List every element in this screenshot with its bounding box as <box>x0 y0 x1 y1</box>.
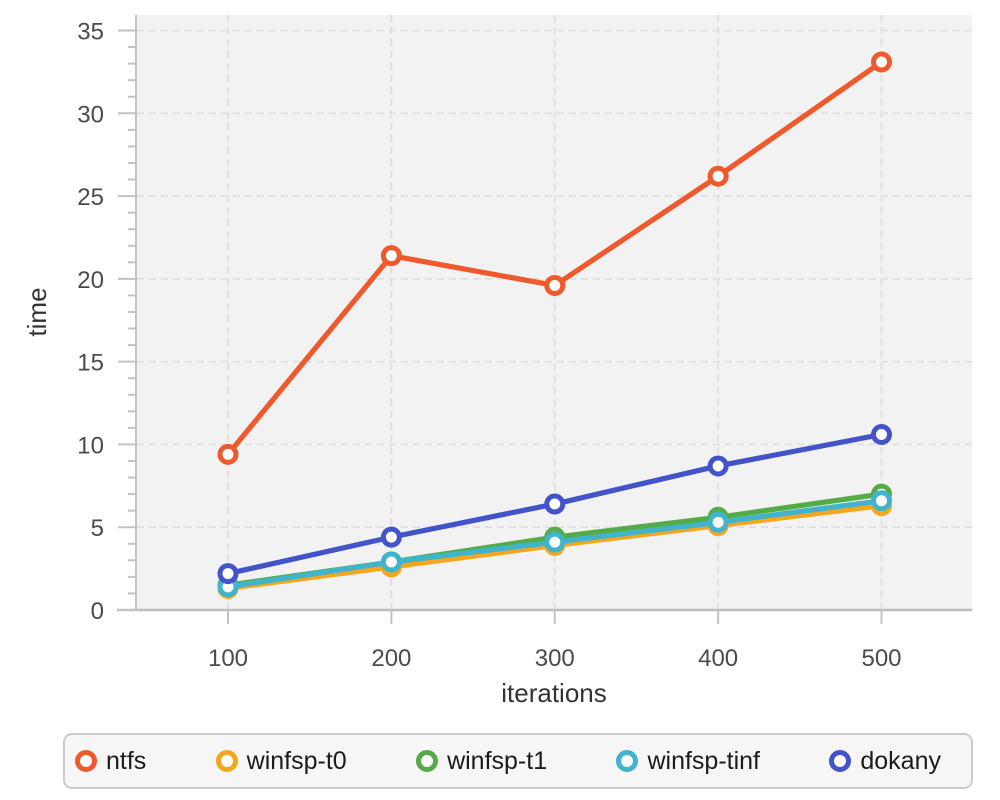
legend-marker-winfsp-tinf <box>616 750 639 772</box>
legend-item-dokany: dokany <box>829 746 941 775</box>
y-tick-label: 35 <box>77 19 104 46</box>
legend-item-winfsp-t1: winfsp-t1 <box>416 746 548 775</box>
y-tick-label: 0 <box>91 598 104 625</box>
legend-item-winfsp-t0: winfsp-t0 <box>215 746 347 775</box>
legend-item-winfsp-tinf: winfsp-tinf <box>616 746 761 775</box>
tick-labels: 0 5 10 15 20 25 30 35 100 200 300 400 500 <box>77 19 901 672</box>
axes <box>117 15 972 624</box>
legend-item-ntfs: ntfs <box>75 746 147 775</box>
legend-label: winfsp-tinf <box>647 746 761 775</box>
legend-marker-ntfs <box>75 750 97 772</box>
x-axis-title: iterations <box>501 678 607 708</box>
series-marker-winfsp-tinf <box>707 511 729 533</box>
y-axis-title: time <box>22 287 52 336</box>
y-tick-label: 20 <box>77 267 104 294</box>
series-marker-winfsp-tinf <box>544 531 566 553</box>
legend-marker-winfsp-t0 <box>215 750 238 772</box>
series-marker-dokany <box>707 455 729 477</box>
line-chart: 0 5 10 15 20 25 30 35 100 200 300 400 500 time itera… <box>22 15 972 708</box>
series-marker-ntfs <box>217 443 239 465</box>
y-tick-label: 25 <box>77 184 104 211</box>
x-tick-label: 300 <box>535 645 575 672</box>
x-tick-label: 500 <box>861 645 901 672</box>
series-marker-dokany <box>871 423 892 445</box>
series-marker-winfsp-tinf <box>871 490 892 512</box>
y-tick-label: 15 <box>77 350 104 377</box>
series-layer <box>217 51 892 599</box>
y-tick-label: 5 <box>91 515 104 542</box>
legend-label: dokany <box>860 746 941 775</box>
y-tick-label: 10 <box>77 432 104 459</box>
series-marker-dokany <box>544 493 566 515</box>
series-marker-ntfs <box>871 51 892 73</box>
y-tick-label: 30 <box>77 101 104 128</box>
series-marker-dokany <box>380 526 402 548</box>
x-tick-label: 200 <box>371 645 411 672</box>
series-marker-winfsp-tinf <box>380 551 402 573</box>
legend-label: winfsp-t1 <box>447 746 548 775</box>
legend-label: ntfs <box>106 746 147 775</box>
x-tick-label: 100 <box>208 645 248 672</box>
series-marker-ntfs <box>544 274 566 296</box>
legend-marker-winfsp-t1 <box>416 750 439 772</box>
legend-label: winfsp-t0 <box>246 746 347 775</box>
series-marker-dokany <box>217 563 239 585</box>
legend-marker-dokany <box>829 750 852 772</box>
series-marker-ntfs <box>707 165 729 187</box>
x-tick-label: 400 <box>698 645 738 672</box>
legend: ntfs winfsp-t0 winfsp-t1 winfsp-tinf dokany <box>63 733 973 789</box>
series-marker-ntfs <box>380 245 402 267</box>
